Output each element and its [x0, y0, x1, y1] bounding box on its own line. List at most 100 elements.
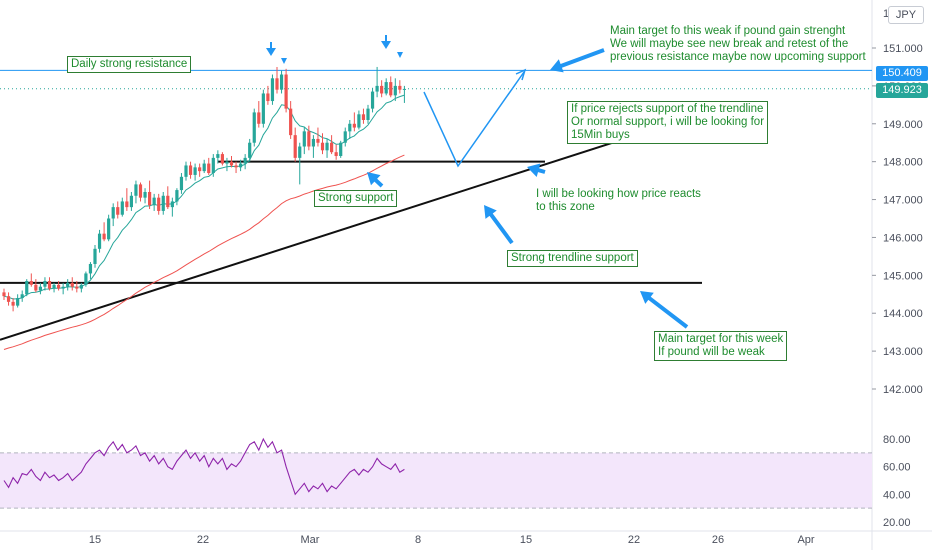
y-tick-label: 145.000	[883, 270, 923, 282]
trendline-support	[0, 134, 637, 341]
moving-averages	[3, 94, 405, 350]
candle-body	[234, 165, 238, 168]
candle-body	[16, 298, 20, 306]
candle-body	[366, 108, 370, 120]
candle-body	[93, 248, 97, 264]
candle-body	[370, 91, 375, 109]
candle-body	[334, 152, 338, 156]
candle-body	[311, 138, 315, 147]
arrow-strong-support	[366, 171, 384, 188]
candle-body	[6, 296, 11, 302]
trendline-buy-note: If price rejects support of the trendlin…	[567, 101, 769, 144]
candle-body	[289, 108, 293, 136]
candle-body	[207, 163, 211, 174]
candle-body	[193, 167, 197, 175]
candle-body	[166, 195, 170, 208]
candle-body	[389, 82, 393, 96]
candle-body	[302, 131, 306, 147]
candle-body	[47, 281, 52, 289]
candle-body	[216, 154, 220, 158]
y-tick-label: 143.000	[883, 346, 923, 358]
candle-body	[316, 138, 320, 143]
candle-body	[29, 281, 33, 285]
candle-body	[88, 263, 93, 274]
candle-body	[184, 165, 188, 177]
candle-body	[161, 195, 165, 211]
candle-body	[38, 286, 42, 291]
candle-body	[211, 157, 215, 174]
candle-body	[179, 176, 184, 191]
candle-body	[143, 191, 147, 198]
candle-body	[284, 74, 288, 109]
axes: 1151.000150.000149.000148.000147.000146.…	[89, 8, 923, 546]
x-tick-label: 22	[197, 534, 209, 546]
candle-body	[57, 284, 61, 289]
candle-body	[402, 88, 406, 90]
y-tick-label: 146.000	[883, 232, 923, 244]
currency-label[interactable]: JPY	[888, 6, 924, 24]
candle-body	[25, 281, 29, 295]
x-tick-label: 22	[628, 534, 640, 546]
candle-body	[348, 123, 352, 132]
candle-body	[248, 142, 252, 158]
rsi-tick-label: 20.00	[883, 517, 911, 529]
candle-body	[257, 112, 261, 124]
rsi-band	[0, 452, 872, 509]
candle-body	[102, 233, 106, 240]
candle-body	[2, 292, 6, 297]
candle-body	[188, 165, 193, 175]
drawings	[266, 35, 689, 329]
strong-trendline-label: Strong trendline support	[507, 250, 638, 267]
candle-body	[66, 282, 70, 287]
candle-body	[225, 161, 229, 164]
candle-body	[375, 85, 379, 92]
main-target-down-note: Main target for this week If pound will …	[654, 331, 788, 361]
candle-body	[11, 301, 15, 306]
candle-body	[152, 197, 156, 206]
candle-body	[157, 197, 161, 211]
ema-fast-line	[3, 94, 405, 300]
peak-marker-icon	[266, 48, 276, 56]
candle-body	[239, 163, 243, 168]
scenario-path	[423, 71, 525, 168]
candle-body	[134, 184, 138, 196]
arrow-to-weak-target	[640, 291, 689, 329]
candle-body	[79, 284, 83, 289]
candle-body	[125, 201, 129, 208]
rsi-tick-label: 40.00	[883, 489, 911, 501]
candle-body	[148, 191, 152, 206]
arrow-to-trendline	[483, 204, 514, 245]
candle-body	[61, 286, 65, 289]
x-tick-label: 26	[712, 534, 724, 546]
x-tick-label: 8	[415, 534, 421, 546]
main-target-up-note: Main target fo this weak if pound gain s…	[610, 25, 866, 63]
x-tick-label: Mar	[301, 534, 320, 546]
y-tick-label: 144.000	[883, 308, 923, 320]
strong-support-label: Strong support	[314, 190, 398, 207]
candle-body	[20, 294, 24, 299]
candle-body	[229, 161, 234, 166]
x-tick-label: 15	[89, 534, 101, 546]
candle-body	[43, 281, 47, 287]
candle-body	[52, 284, 56, 289]
candle-body	[175, 190, 179, 202]
y-tick-label: 142.000	[883, 384, 923, 396]
candles	[2, 66, 406, 312]
rsi-line	[3, 437, 405, 496]
candle-body	[352, 123, 356, 128]
arrow-to-resistance	[550, 48, 605, 73]
candle-body	[279, 74, 284, 90]
y-tick-label: 148.000	[883, 157, 923, 169]
candle-body	[275, 78, 279, 90]
candle-body	[202, 163, 206, 172]
candle-body	[393, 85, 397, 96]
ema-slow-line	[3, 154, 405, 350]
candle-body	[116, 207, 120, 215]
candle-body	[97, 233, 102, 249]
candle-body	[120, 201, 124, 215]
rsi-tick-label: 80.00	[883, 434, 911, 446]
arrow-to-support	[527, 163, 546, 177]
watch-zone-note: I will be looking how price reacts to th…	[536, 188, 701, 213]
candle-body	[325, 142, 329, 151]
